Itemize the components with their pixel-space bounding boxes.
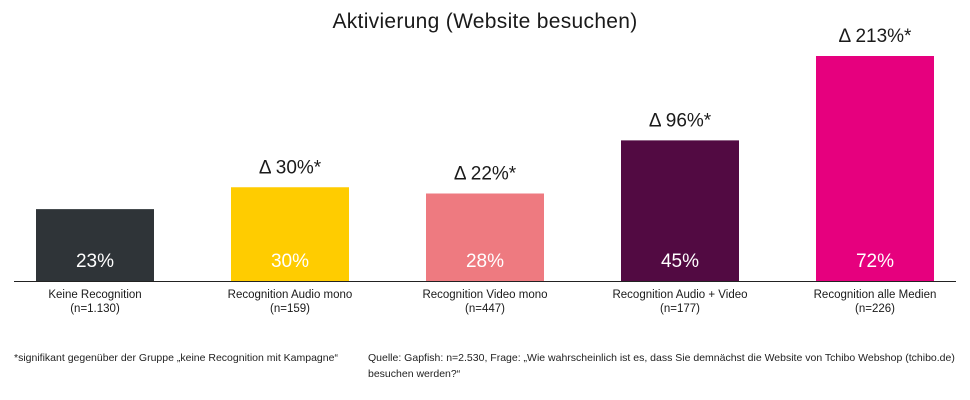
category-label: Recognition Audio + Video bbox=[612, 289, 747, 301]
bar-3 bbox=[426, 193, 544, 281]
bar-value-label: 28% bbox=[466, 251, 504, 272]
bar-5 bbox=[816, 56, 934, 281]
chart-title: Aktivierung (Website besuchen) bbox=[332, 10, 638, 33]
sample-size-label: (n=177) bbox=[660, 303, 700, 315]
sample-size-label: (n=159) bbox=[270, 303, 310, 315]
sample-size-label: (n=226) bbox=[855, 303, 895, 315]
bar-value-label: 23% bbox=[76, 251, 114, 272]
category-label: Recognition Audio mono bbox=[228, 289, 353, 301]
bar-1 bbox=[36, 209, 154, 281]
bar-value-label: 45% bbox=[661, 251, 699, 272]
sample-size-label: (n=447) bbox=[465, 303, 505, 315]
bar-4 bbox=[621, 140, 739, 281]
delta-label: Δ 213%* bbox=[839, 26, 913, 47]
bar-chart: 23% Keine Recognition (n=1.130) 30% Δ 30%* Re… bbox=[14, 26, 956, 315]
delta-label: Δ 22%* bbox=[454, 164, 517, 185]
bar-2 bbox=[231, 187, 349, 281]
category-label: Keine Recognition bbox=[48, 289, 141, 301]
sample-size-label: (n=1.130) bbox=[70, 303, 120, 315]
bar-value-label: 30% bbox=[271, 251, 309, 272]
delta-label: Δ 30%* bbox=[259, 157, 322, 178]
category-label: Recognition Video mono bbox=[422, 289, 547, 301]
delta-label: Δ 96%* bbox=[649, 110, 712, 131]
significance-footnote: *signifikant gegenüber der Gruppe „keine… bbox=[14, 352, 338, 364]
bar-value-label: 72% bbox=[856, 251, 894, 272]
category-label: Recognition alle Medien bbox=[814, 289, 937, 301]
source-footnote: Quelle: Gapfish: n=2.530, Frage: „Wie wa… bbox=[368, 352, 955, 380]
